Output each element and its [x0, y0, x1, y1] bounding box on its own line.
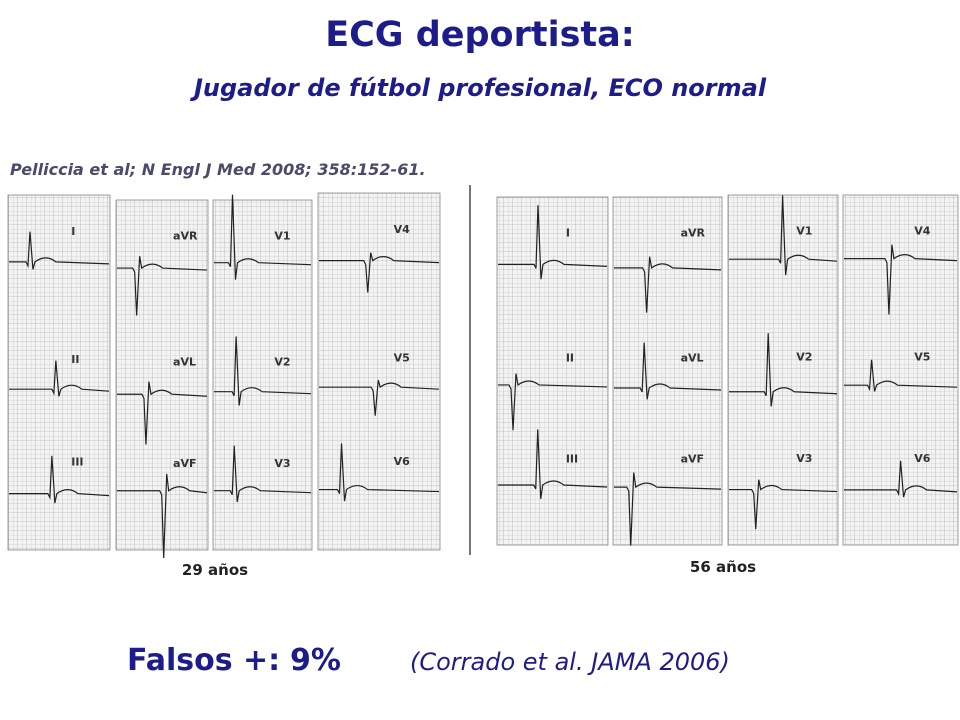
ecg-trace	[498, 429, 608, 499]
lead-label: V2	[796, 351, 812, 364]
ecg-strip	[842, 194, 959, 546]
lead-label: V1	[796, 225, 812, 238]
footer-value: 9%	[290, 643, 341, 678]
ecg-trace	[844, 244, 958, 315]
ecg-trace	[319, 252, 440, 293]
lead-label: aVL	[173, 356, 196, 369]
lead-label: V1	[274, 230, 290, 243]
ecg-trace	[729, 333, 838, 407]
lead-label: I	[566, 226, 570, 239]
ecg-trace	[9, 231, 110, 270]
subtitle: Jugador de fútbol profesional, ECO norma…	[190, 74, 767, 102]
lead-label: aVL	[681, 352, 704, 365]
ecg-trace	[614, 472, 722, 546]
lead-label: III	[71, 456, 83, 469]
lead-label: II	[566, 352, 574, 365]
ecg-trace	[844, 460, 958, 498]
ecg-trace	[319, 443, 440, 502]
lead-label: V6	[914, 452, 931, 465]
ecg-trace	[117, 381, 208, 445]
ecg-trace	[214, 445, 312, 503]
lead-label: V4	[914, 225, 931, 238]
lead-label: aVR	[173, 230, 198, 243]
ecg-trace	[614, 342, 722, 400]
ecg-trace	[214, 336, 312, 406]
ecg-trace	[729, 479, 838, 530]
lead-label: V3	[274, 457, 290, 470]
lead-label: aVF	[173, 457, 196, 470]
age-label: 56 años	[690, 558, 756, 576]
ecg-trace	[498, 205, 608, 280]
ecg-strip	[7, 194, 111, 551]
lead-label: III	[566, 453, 578, 466]
ecg-trace	[319, 379, 440, 416]
ecg-trace	[214, 194, 312, 280]
ecg-trace	[117, 256, 208, 316]
title: ECG deportista:	[325, 15, 635, 55]
lead-label: aVR	[681, 226, 706, 239]
lead-label: II	[71, 353, 79, 366]
footer-label: Falsos +:	[127, 643, 280, 678]
ecg-strip	[317, 192, 441, 551]
ecg-trace	[9, 360, 110, 397]
ecg-strip	[496, 196, 609, 546]
ecg-trace	[117, 473, 208, 559]
ecg-trace	[498, 373, 608, 431]
lead-label: V2	[274, 356, 290, 369]
lead-label: aVF	[681, 453, 704, 466]
lead-label: I	[71, 225, 75, 238]
ecg-strip	[727, 194, 839, 546]
ecg-trace	[614, 256, 722, 313]
ecg-trace	[9, 455, 110, 504]
lead-label: V6	[394, 455, 411, 468]
citation: Pelliccia et al; N Engl J Med 2008; 358:…	[10, 160, 426, 179]
ecg-strip	[612, 196, 723, 546]
lead-label: V4	[394, 223, 411, 236]
age-label: 29 años	[182, 561, 248, 579]
lead-label: V5	[394, 352, 410, 365]
footer-source: (Corrado et al. JAMA 2006)	[410, 648, 730, 676]
lead-label: V3	[796, 452, 812, 465]
ecg-trace	[844, 359, 958, 392]
ecg-strip	[212, 199, 313, 551]
lead-label: V5	[914, 351, 930, 364]
ecg-trace	[729, 195, 838, 276]
